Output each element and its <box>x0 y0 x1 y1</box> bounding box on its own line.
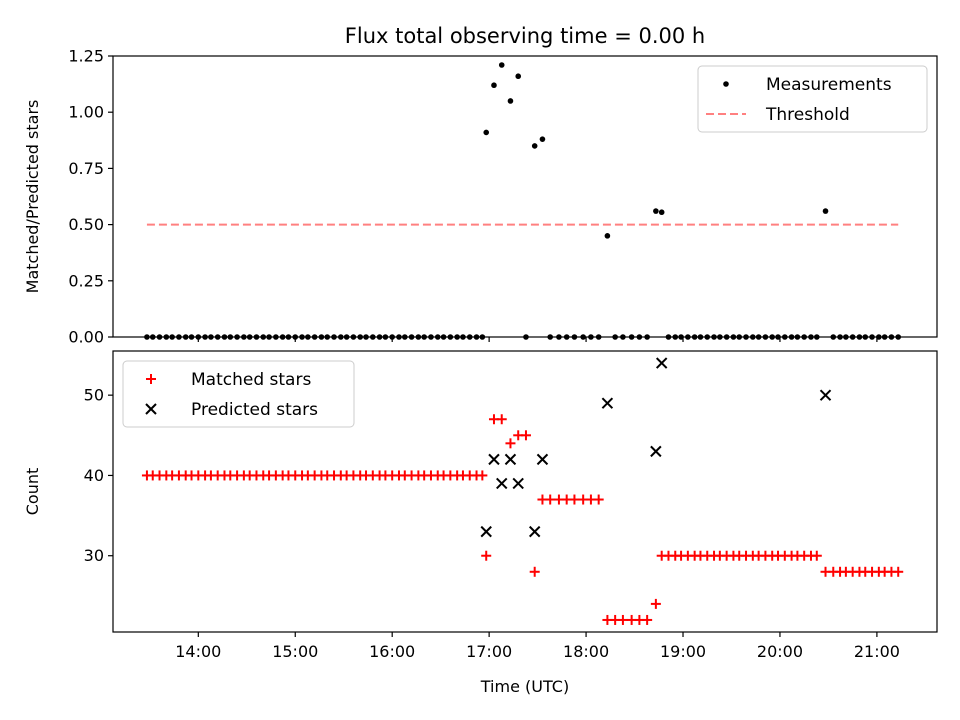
legend: Measurements Threshold <box>697 65 928 133</box>
data-point <box>642 614 653 625</box>
y-tick-label: 40 <box>84 466 104 485</box>
x-tick-label: 17:00 <box>466 642 512 661</box>
data-point <box>498 62 505 68</box>
data-point <box>496 414 507 425</box>
legend-swatch <box>146 374 156 384</box>
x-tick-label: 14:00 <box>175 642 221 661</box>
x-tick-label: 20:00 <box>757 642 803 661</box>
x-axis-label: Time (UTC) <box>480 677 569 696</box>
data-point <box>658 209 665 216</box>
y-tick-label: 1.25 <box>68 47 104 66</box>
data-point <box>569 494 580 505</box>
data-point <box>477 470 488 481</box>
data-point <box>504 453 517 466</box>
chart-title: Flux total observing time = 0.00 h <box>345 24 705 48</box>
x-tick-label: 18:00 <box>563 642 609 661</box>
data-point <box>480 525 492 538</box>
data-point <box>536 453 549 466</box>
data-point <box>488 453 500 466</box>
data-point <box>507 98 514 104</box>
data-point <box>819 389 832 401</box>
data-point <box>545 494 556 505</box>
data-point <box>528 525 541 538</box>
legend-box <box>697 65 928 133</box>
data-point <box>539 136 546 142</box>
y-tick-label: 0.00 <box>68 328 104 347</box>
data-point <box>515 73 522 80</box>
data-point <box>481 550 492 561</box>
y-axis-label: Matched/Predicted stars <box>23 100 42 294</box>
series-predicted-stars <box>480 357 832 538</box>
y-tick-label: 0.50 <box>68 215 104 234</box>
legend-label: Measurements <box>766 75 892 95</box>
data-point <box>650 445 662 458</box>
data-point <box>491 82 497 89</box>
x-tick-label: 19:00 <box>660 642 706 661</box>
y-tick-label: 0.75 <box>68 159 104 178</box>
legend: Matched stars Predicted stars <box>122 360 355 428</box>
bottom-panel: 30 40 50 14:00 15:00 16:00 17:00 18:00 19:00 20:0… <box>23 350 938 696</box>
data-point <box>496 477 508 490</box>
x-tick-label: 21:00 <box>854 642 900 661</box>
data-point <box>512 477 524 490</box>
data-point <box>601 397 614 409</box>
data-point <box>655 357 668 369</box>
legend-label: Predicted stars <box>191 400 318 420</box>
x-tick-label: 15:00 <box>272 642 318 661</box>
series-matched-stars <box>141 414 904 625</box>
legend-swatch <box>723 81 729 87</box>
top-panel: 0.00 0.25 0.50 0.75 1.00 1.25 Flux total obser… <box>23 24 938 347</box>
data-point <box>520 430 531 441</box>
data-point <box>531 143 538 149</box>
data-point <box>653 208 659 214</box>
legend-label: Threshold <box>765 105 850 125</box>
legend-label: Matched stars <box>191 370 311 390</box>
data-point <box>505 438 516 449</box>
axes-frame <box>112 350 938 633</box>
legend-swatch <box>145 403 157 415</box>
axes-frame <box>112 55 938 338</box>
data-point <box>893 566 904 577</box>
y-axis-label: Count <box>23 468 42 516</box>
data-point <box>483 129 490 136</box>
data-point <box>617 614 628 625</box>
data-point <box>593 494 604 505</box>
data-point <box>811 550 822 561</box>
data-point <box>604 233 611 239</box>
legend-box <box>122 360 355 428</box>
y-tick-label: 0.25 <box>68 271 104 290</box>
y-tick-label: 30 <box>84 546 104 565</box>
x-tick-label: 16:00 <box>369 642 415 661</box>
data-point <box>650 598 661 609</box>
y-tick-label: 50 <box>84 386 104 405</box>
data-point <box>529 566 540 577</box>
y-tick-label: 1.00 <box>68 103 104 122</box>
data-point <box>822 208 829 214</box>
